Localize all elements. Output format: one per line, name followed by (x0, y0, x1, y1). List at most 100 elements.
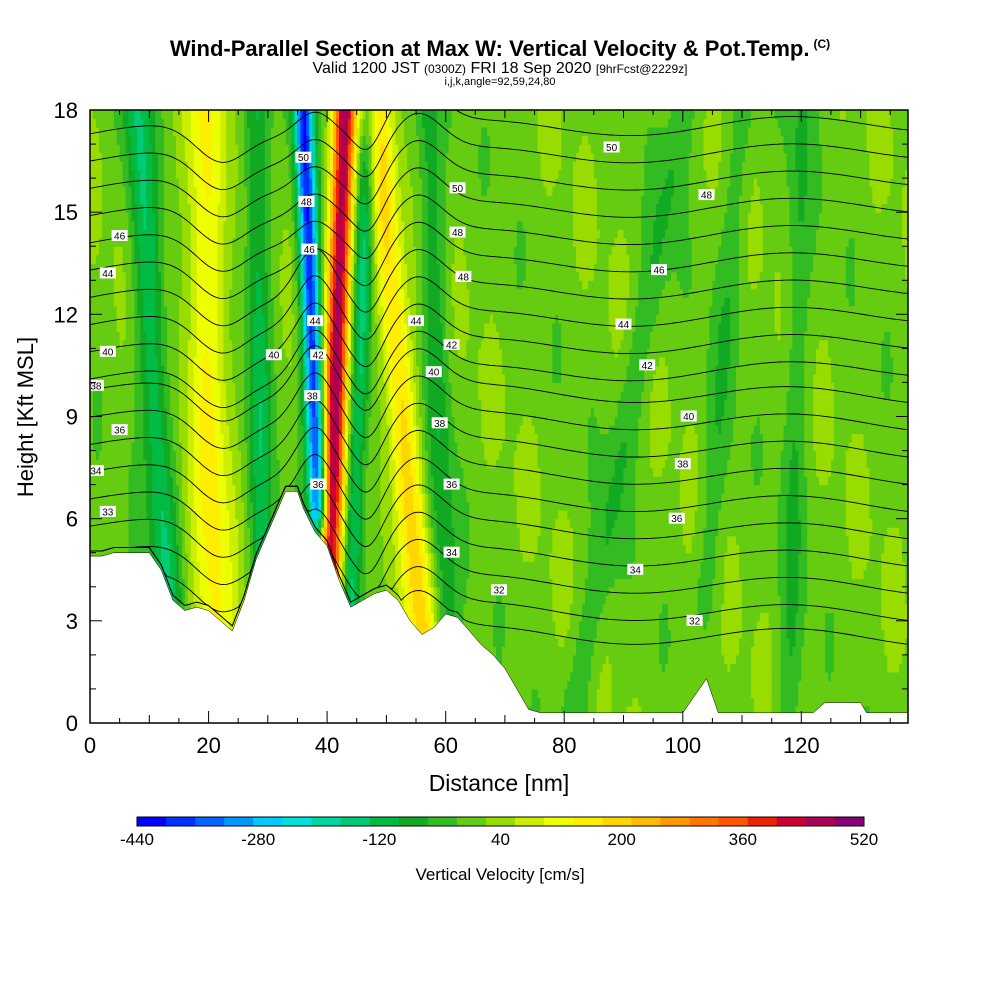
w-cell (119, 442, 124, 452)
w-cell (90, 331, 94, 341)
w-cell (104, 314, 109, 324)
w-cell (152, 416, 156, 426)
w-cell (122, 288, 127, 298)
w-cell (122, 161, 127, 171)
w-cell (95, 476, 100, 486)
w-cell (95, 348, 100, 358)
w-cell (92, 433, 97, 443)
w-cell (152, 220, 156, 230)
w-cell (149, 356, 153, 367)
w-cell (128, 493, 133, 503)
w-cell (128, 254, 133, 264)
w-cell (128, 348, 133, 358)
w-cell (101, 339, 106, 349)
w-cell (119, 169, 124, 179)
w-cell (95, 144, 100, 154)
w-cell (107, 178, 112, 188)
w-cell (146, 178, 150, 188)
w-cell (107, 484, 112, 494)
w-cell (90, 152, 94, 162)
w-cell (122, 390, 127, 401)
w-cell (152, 229, 156, 239)
w-cell (116, 493, 121, 503)
w-cell (134, 169, 139, 179)
w-cell (137, 442, 141, 452)
w-cell (155, 544, 159, 554)
w-cell (116, 450, 121, 460)
w-cell (95, 407, 100, 418)
w-cell (92, 127, 97, 137)
w-cell (134, 527, 139, 537)
w-cell (134, 220, 139, 230)
w-cell (155, 425, 159, 435)
w-cell (137, 263, 141, 273)
w-cell (128, 237, 133, 247)
w-cell (122, 195, 127, 205)
w-cell (101, 442, 106, 452)
w-cell (125, 399, 130, 409)
w-cell (95, 365, 100, 375)
w-cell (104, 433, 109, 443)
w-cell (128, 373, 133, 384)
w-cell (90, 484, 94, 494)
w-cell (131, 305, 136, 315)
w-cell (90, 476, 94, 486)
w-cell (149, 407, 153, 418)
w-cell (116, 322, 121, 332)
w-cell (95, 127, 100, 137)
w-cell (122, 305, 127, 315)
w-cell (90, 280, 94, 290)
w-cell (92, 178, 97, 188)
w-cell (101, 433, 106, 443)
w-cell (146, 382, 150, 392)
w-cell (137, 135, 141, 145)
w-cell (116, 535, 121, 545)
w-cell (90, 459, 94, 469)
w-cell (95, 220, 100, 230)
w-cell (107, 467, 112, 477)
w-cell (128, 356, 133, 367)
w-cell (116, 246, 121, 256)
w-cell (131, 314, 136, 324)
w-cell (128, 203, 133, 213)
w-cell (90, 450, 94, 460)
w-cell (149, 331, 153, 341)
w-cell (90, 246, 94, 256)
w-cell (128, 195, 133, 205)
w-cell (134, 229, 139, 239)
w-cell (149, 416, 153, 426)
w-cell (152, 314, 156, 324)
w-cell (128, 433, 133, 443)
w-cell (101, 195, 106, 205)
w-cell (119, 459, 124, 469)
w-cell (92, 399, 97, 409)
w-cell (110, 365, 115, 375)
w-cell (119, 246, 124, 256)
w-cell (104, 118, 109, 128)
w-cell (140, 322, 144, 332)
w-cell (134, 271, 139, 281)
w-cell (122, 450, 127, 460)
w-cell (146, 280, 150, 290)
w-cell (125, 271, 130, 281)
w-cell (125, 510, 130, 520)
w-cell (140, 518, 144, 528)
w-cell (122, 382, 127, 392)
w-cell (140, 467, 144, 477)
w-cell (143, 322, 147, 332)
w-cell (146, 305, 150, 315)
w-cell (134, 314, 139, 324)
w-cell (131, 416, 136, 426)
w-cell (140, 501, 144, 511)
w-cell (128, 212, 133, 222)
w-cell (146, 535, 150, 545)
w-cell (140, 288, 144, 298)
w-cell (155, 442, 159, 452)
w-cell (128, 322, 133, 332)
w-cell (152, 510, 156, 520)
w-cell (125, 152, 130, 162)
w-cell (110, 467, 115, 477)
w-cell (125, 263, 130, 273)
w-cell (95, 484, 100, 494)
